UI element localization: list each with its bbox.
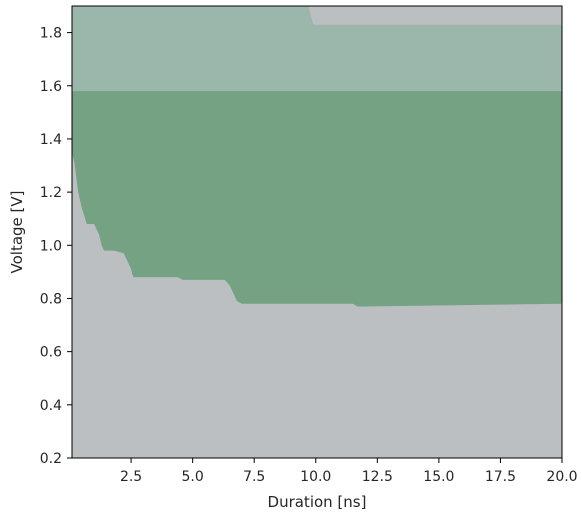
x-tick-label: 15.0 [423, 469, 454, 485]
y-tick-label: 0.8 [40, 291, 62, 307]
x-tick-label: 5.0 [182, 469, 204, 485]
y-tick-label: 0.2 [40, 451, 62, 467]
y-tick-label: 1.4 [40, 132, 62, 148]
x-tick-label: 20.0 [546, 469, 577, 485]
plot-area [72, 6, 562, 458]
y-tick-label: 0.4 [40, 398, 62, 414]
x-tick-label: 17.5 [485, 469, 516, 485]
x-tick-label: 7.5 [243, 469, 265, 485]
success-region [72, 91, 562, 307]
y-tick-label: 1.8 [40, 26, 62, 42]
y-tick-label: 0.6 [40, 345, 62, 361]
x-axis-label: Duration [ns] [268, 493, 367, 511]
y-tick-label: 1.2 [40, 185, 62, 201]
x-tick-label: 2.5 [120, 469, 142, 485]
top-right-region [308, 6, 562, 25]
y-axis-label: Voltage [V] [8, 191, 26, 274]
plot-frame [71, 5, 563, 459]
y-tick-label: 1.6 [40, 79, 62, 95]
x-axis: 2.5 5.0 7.5 10.0 12.5 15.0 17.5 20.0 [120, 458, 578, 485]
x-tick-label: 10.0 [300, 469, 331, 485]
y-axis: 0.2 0.4 0.6 0.8 1.0 1.2 1.4 1.6 1.8 [40, 26, 72, 467]
y-tick-label: 1.0 [40, 238, 62, 254]
x-tick-label: 12.5 [362, 469, 393, 485]
